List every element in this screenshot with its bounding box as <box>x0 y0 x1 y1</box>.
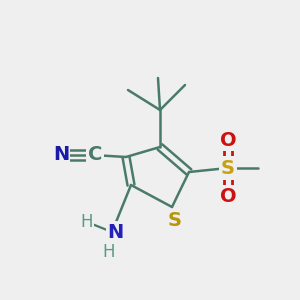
Text: O: O <box>220 130 236 149</box>
Text: S: S <box>168 212 182 230</box>
Text: C: C <box>88 146 102 164</box>
Text: N: N <box>107 223 123 242</box>
Text: H: H <box>81 213 93 231</box>
Text: N: N <box>53 146 69 164</box>
Text: S: S <box>221 158 235 178</box>
Text: O: O <box>220 187 236 206</box>
Text: H: H <box>103 243 115 261</box>
